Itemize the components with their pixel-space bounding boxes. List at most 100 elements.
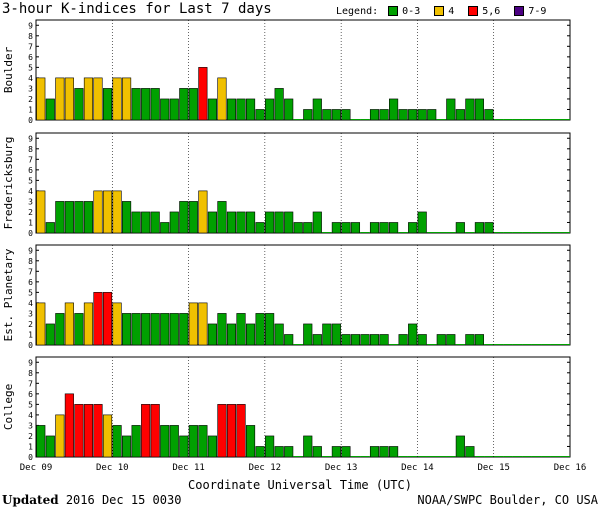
y-tick-label: 3 [28,84,33,93]
bar [303,109,313,121]
bar [102,414,113,458]
bar [436,334,446,346]
bar [303,435,313,458]
bar [150,88,160,121]
bar [207,98,217,121]
bar [83,77,94,121]
bar [141,404,151,458]
bar [55,201,65,234]
bar [55,414,65,458]
legend-swatch-purple [514,6,525,16]
y-tick-label: 2 [28,320,33,329]
bar [255,313,265,346]
bar [474,98,484,121]
bar [284,446,294,458]
bar [331,446,341,458]
bar [274,88,284,121]
bar [379,446,389,458]
y-tick-label: 0 [28,453,33,462]
bar [236,313,246,346]
bar [312,334,322,346]
y-tick-label: 0 [28,341,33,350]
legend-label-5-6: 5,6 [482,5,501,17]
updated-label: Updated [2,493,59,507]
x-tick-label: Dec 10 [96,463,129,473]
bar [255,446,265,458]
bar [369,446,380,458]
bar [36,77,46,121]
x-tick-label: Dec 09 [20,463,53,473]
bar [322,109,332,121]
bar [226,98,237,121]
bar [93,77,103,121]
bar [74,88,84,121]
bar [484,222,494,234]
bar [207,323,217,346]
bar [150,404,160,458]
bar [417,211,427,234]
bar [446,98,456,121]
bar [236,211,246,234]
bar [198,302,208,346]
bar [331,109,341,121]
bar [217,313,227,346]
bar [389,98,399,121]
bar [312,211,322,234]
bar [284,98,294,121]
x-tick-label: Dec 11 [172,463,205,473]
bar [122,435,132,458]
bar [64,201,74,234]
y-tick-label: 0 [28,116,33,125]
bar [102,292,113,346]
bar [112,425,122,458]
page-title: 3-hour K-indices for Last 7 days [2,1,272,17]
bar [265,435,275,458]
legend-label-4: 4 [448,5,455,17]
bar [303,222,313,234]
bar [102,190,113,234]
y-tick-label: 8 [28,145,33,154]
bar [284,334,294,346]
bar [455,435,465,458]
bar [331,222,341,234]
bar [112,190,122,234]
bar [398,334,408,346]
y-tick-label: 6 [28,53,33,62]
bar [93,190,103,234]
y-tick-label: 2 [28,95,33,104]
bar [465,334,475,346]
updated-value: 2016 Dec 15 0030 [65,493,182,507]
y-tick-label: 1 [28,442,33,451]
bar [102,88,113,121]
bar [379,334,389,346]
bar [36,302,46,346]
y-tick-label: 3 [28,309,33,318]
bar [64,393,74,458]
bar [141,211,151,234]
bar [36,190,46,234]
legend-swatch-green [388,6,399,16]
bar [312,446,322,458]
bar [55,77,65,121]
bar [207,435,217,458]
bar [112,77,122,121]
y-tick-label: 5 [28,63,33,72]
y-tick-label: 6 [28,390,33,399]
legend-label-7-9: 7-9 [528,5,547,17]
y-tick-label: 9 [28,21,33,30]
y-tick-label: 5 [28,400,33,409]
bar [36,425,46,458]
y-tick-label: 7 [28,267,33,276]
bar [369,222,380,234]
bar [322,323,332,346]
bar [83,404,94,458]
y-tick-label: 4 [28,411,33,420]
bar [150,313,160,346]
bar [389,222,399,234]
legend-swatch-red [468,6,479,16]
y-tick-label: 3 [28,197,33,206]
bar [169,313,179,346]
bar [331,323,341,346]
bar [484,109,494,121]
footer-updated: Updated 2016 Dec 15 0030 [2,493,181,507]
